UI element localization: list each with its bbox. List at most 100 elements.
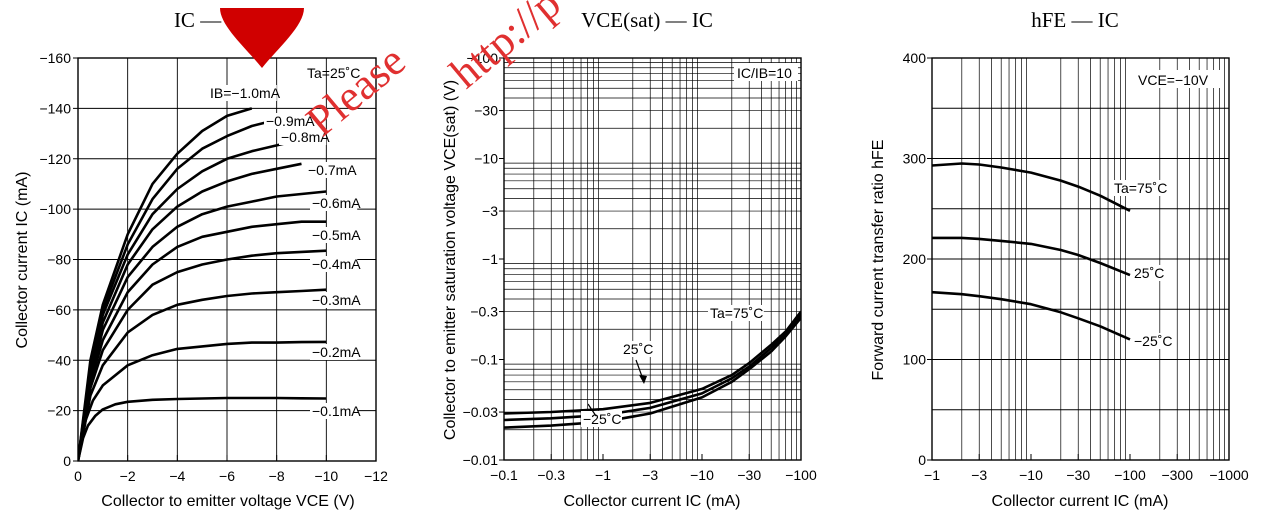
chart0-series-3 xyxy=(78,162,302,461)
chart1-xlabel: Collector current IC (mA) xyxy=(564,493,741,510)
chart2-series-label-bg-0 xyxy=(1112,180,1168,196)
chart2-series-label-2: −25˚C xyxy=(1134,333,1173,349)
chart2-xtick-label: −100 xyxy=(1114,467,1146,483)
chart0-series-label-1: −0.9mA xyxy=(266,113,315,129)
chart0-series-label-bg-2 xyxy=(279,129,327,145)
chart0-series-6 xyxy=(78,249,327,461)
chart0-ytick-label: −20 xyxy=(47,403,71,419)
chart0-series-7 xyxy=(78,288,327,461)
chart0-xtick-label: 0 xyxy=(74,468,82,484)
chart0-series-4 xyxy=(78,190,327,461)
chart0-ytick-label: −40 xyxy=(47,352,71,368)
chart0-series-2 xyxy=(78,142,285,461)
chart2-series-0 xyxy=(932,162,1131,212)
chart1-xtick-label: −10 xyxy=(690,467,714,483)
chart1-series-label-bg-0 xyxy=(708,305,764,321)
chart2-series-label-1: 25˚C xyxy=(1134,265,1164,281)
chart1-ytick-label: −10 xyxy=(474,151,498,167)
chart2-annotation-bg xyxy=(1136,70,1220,88)
chart1-xtick-label: −0.1 xyxy=(490,467,518,483)
chart0-xlabel: Collector to emitter voltage VCE (V) xyxy=(101,493,354,510)
chart2-xtick-label: −1 xyxy=(924,467,940,483)
chart0-annotation: Ta=25˚C xyxy=(307,65,360,81)
chart1-xtick-label: −1 xyxy=(595,467,611,483)
chart2-ytick-label: 300 xyxy=(903,151,927,167)
chart1-series-1 xyxy=(504,313,801,422)
chart0-ylabel: Collector current IC (mA) xyxy=(14,172,31,349)
chart1-xtick-label: −100 xyxy=(785,467,817,483)
chart1-arrowhead-25 xyxy=(639,375,647,384)
chart0-series-label-bg-7 xyxy=(310,292,358,308)
chart2-xtick-label: −30 xyxy=(1066,467,1090,483)
chart0-ytick-label: −60 xyxy=(47,302,71,318)
chart0-ytick-label: −160 xyxy=(39,50,71,66)
chart0-series-8 xyxy=(78,340,327,461)
chart2-xlabel: Collector current IC (mA) xyxy=(992,493,1169,510)
chart2-series-1 xyxy=(932,236,1131,277)
chart1-ytick-label: −30 xyxy=(474,103,498,119)
chart1-series-label-bg-2 xyxy=(581,411,622,427)
chart2-series-2 xyxy=(932,290,1131,341)
chart0-ytick-label: −80 xyxy=(47,252,71,268)
chart2-series-label-bg-1 xyxy=(1132,265,1166,281)
chart0-series-label-5: −0.5mA xyxy=(312,227,361,243)
chart1-ytick-label: −0.01 xyxy=(463,452,499,468)
chart0-series-label-2: −0.8mA xyxy=(281,129,330,145)
chart1-xtick-label: −3 xyxy=(642,467,658,483)
chart1-title: VCE(sat) — IC xyxy=(581,8,713,32)
chart2-xtick-label: −300 xyxy=(1161,467,1193,483)
chart2-ytick-label: 400 xyxy=(903,50,927,66)
chart1-series-label-1: 25˚C xyxy=(623,341,653,357)
chart0-ytick-label: 0 xyxy=(63,453,71,469)
chart0-series-label-bg-0 xyxy=(208,85,277,101)
chart1-ytick-label: −3 xyxy=(482,203,498,219)
chart1-series-0 xyxy=(504,316,801,429)
chart2-title: hFE — IC xyxy=(1031,8,1119,32)
chart2-ytick-label: 0 xyxy=(918,452,926,468)
chart0-series-label-bg-6 xyxy=(310,256,358,272)
chart0-series-label-bg-9 xyxy=(310,403,358,419)
chart2-ytick-label: 100 xyxy=(903,352,927,368)
chart0-series-label-4: −0.6mA xyxy=(312,195,361,211)
chart0-ytick-label: −140 xyxy=(39,100,71,116)
chart1-ytick-label: −0.03 xyxy=(463,404,499,420)
chart0-series-label-bg-5 xyxy=(310,227,358,243)
chart0-xtick-label: −8 xyxy=(269,468,285,484)
chart0-series-label-bg-1 xyxy=(264,113,312,129)
chart1-series-label-2: −25˚C xyxy=(583,411,622,427)
chart1-xtick-label: −0.3 xyxy=(537,467,565,483)
chart1-ytick-label: −100 xyxy=(466,50,498,66)
chart1-series-label-0: Ta=75˚C xyxy=(710,305,763,321)
chart0-series-label-bg-8 xyxy=(310,344,358,360)
chart2-xtick-label: −3 xyxy=(971,467,987,483)
chart2-xtick-label: −1000 xyxy=(1209,467,1249,483)
chart2-series-label-bg-2 xyxy=(1132,333,1173,349)
chart2-annotation: VCE=−10V xyxy=(1138,72,1209,88)
chart2-xtick-label: −10 xyxy=(1019,467,1043,483)
chart1-ylabel: Collector to emitter saturation voltage … xyxy=(442,80,459,440)
chart0-series-label-bg-4 xyxy=(310,195,358,211)
chart0-series-label-9: −0.1mA xyxy=(312,403,361,419)
chart1-ytick-label: −0.1 xyxy=(470,352,498,368)
chart2-ylabel: Forward current transfer ratio hFE xyxy=(870,140,887,381)
chart0-series-label-bg-3 xyxy=(306,162,354,178)
chart1-arrow-m25 xyxy=(587,403,597,417)
watermark-text-2: http://p xyxy=(441,0,570,98)
chart0-xtick-label: −4 xyxy=(169,468,185,484)
chart1-ytick-label: −0.3 xyxy=(470,304,498,320)
chart0-series-label-0: IB=−1.0mA xyxy=(210,85,281,101)
chart1-annotation-bg xyxy=(734,63,798,81)
chart2-ytick-label: 200 xyxy=(903,251,927,267)
chart0-series-label-7: −0.3mA xyxy=(312,292,361,308)
chart0-xtick-label: −2 xyxy=(120,468,136,484)
chart1-series-2 xyxy=(504,310,801,415)
charts-layer: 0 −2 −4 −6 −8 −10 −120−20−40−60−80−100−120−140… xyxy=(14,8,1249,510)
chart1-xtick-label: −30 xyxy=(737,467,761,483)
watermark-text-1: Please xyxy=(297,36,415,146)
chart0-series-label-3: −0.7mA xyxy=(308,162,357,178)
chart0-ytick-label: −100 xyxy=(39,201,71,217)
chart0-series-label-6: −0.4mA xyxy=(312,256,361,272)
chart0-xtick-label: −6 xyxy=(219,468,235,484)
watermark-logo xyxy=(220,8,304,68)
